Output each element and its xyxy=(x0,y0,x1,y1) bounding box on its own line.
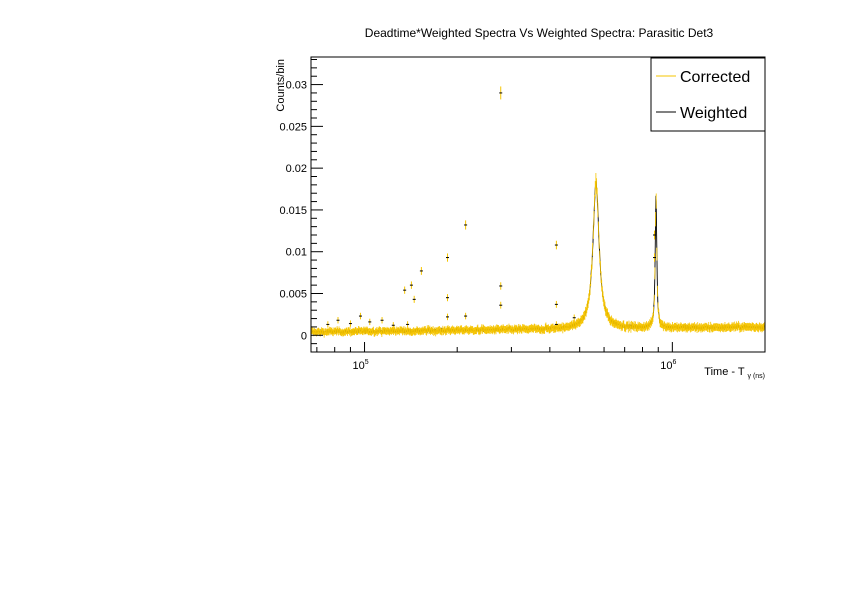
data-layer xyxy=(310,86,766,338)
y-tick-label: 0.025 xyxy=(279,121,307,133)
y-tick-label: 0 xyxy=(301,330,307,342)
x-axis-label: Time - T γ (ns) xyxy=(704,366,765,380)
y-tick-label: 0.015 xyxy=(279,205,307,217)
legend: Corrected Weighted xyxy=(650,57,766,132)
y-tick-label: 0.03 xyxy=(286,80,307,92)
y-axis: 0 0.005 0.01 0.015 0.02 0.025 0.03 xyxy=(279,59,323,353)
legend-box xyxy=(650,57,766,132)
y-tick-label: 0.02 xyxy=(286,163,307,175)
legend-entry-weighted: Weighted xyxy=(680,105,747,122)
x-axis: 105 106 xyxy=(316,342,766,372)
plot-frame xyxy=(310,56,766,353)
y-axis-label: Counts/bin xyxy=(275,59,287,112)
y-tick-label: 0.005 xyxy=(279,289,307,301)
legend-entry-corrected: Corrected xyxy=(680,69,750,86)
series-weighted-line xyxy=(310,180,766,336)
y-tick-label: 0.01 xyxy=(286,247,307,259)
series-corrected-errorbars xyxy=(310,172,765,338)
x-tick-label: 106 xyxy=(660,359,676,372)
x-tick-label: 105 xyxy=(352,359,368,372)
x-axis-label-subscript: γ (ns) xyxy=(748,373,766,380)
chart-title: Deadtime*Weighted Spectra Vs Weighted Sp… xyxy=(365,26,714,40)
x-axis-label-main: Time - T xyxy=(704,366,745,378)
